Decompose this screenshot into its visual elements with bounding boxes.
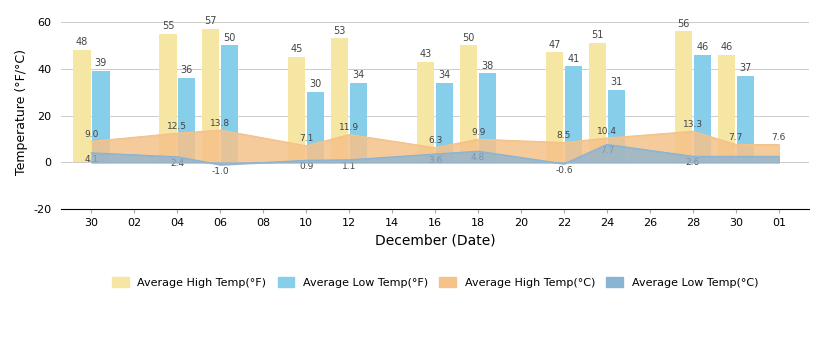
Text: 39: 39 [95, 58, 107, 68]
Bar [460, 45, 477, 163]
Bar [92, 71, 110, 163]
Bar [350, 83, 368, 163]
Text: 31: 31 [610, 77, 622, 87]
Bar [737, 76, 754, 163]
Text: 13.8: 13.8 [210, 119, 231, 128]
Text: 48: 48 [76, 37, 88, 47]
Text: 50: 50 [462, 33, 475, 43]
Text: 51: 51 [591, 30, 603, 40]
Text: 34: 34 [353, 70, 365, 80]
Text: 9.0: 9.0 [85, 130, 99, 139]
Text: 4.1: 4.1 [85, 155, 99, 164]
Bar [178, 78, 195, 163]
Legend: Average High Temp(°F), Average Low Temp(°F), Average High Temp(°C), Average Low : Average High Temp(°F), Average Low Temp(… [107, 273, 763, 292]
Text: 43: 43 [420, 49, 432, 59]
Bar [718, 55, 735, 163]
Bar [675, 31, 692, 163]
Bar [222, 45, 238, 163]
Text: 2.6: 2.6 [686, 158, 700, 167]
Bar [694, 55, 711, 163]
Text: 12.5: 12.5 [168, 122, 188, 131]
Text: 13.3: 13.3 [683, 120, 703, 129]
Text: 6.3: 6.3 [428, 136, 442, 145]
Text: 7.7: 7.7 [600, 146, 614, 155]
Text: 9.9: 9.9 [471, 128, 486, 137]
Text: 10.4: 10.4 [597, 127, 617, 136]
Text: 7.6: 7.6 [772, 133, 786, 142]
Bar [608, 90, 625, 163]
Text: 53: 53 [334, 26, 346, 35]
Text: 34: 34 [438, 70, 451, 80]
Bar [203, 29, 219, 163]
Y-axis label: Temperature (°F/°C): Temperature (°F/°C) [15, 49, 28, 175]
Text: 57: 57 [205, 16, 217, 26]
Bar [565, 67, 582, 163]
Bar [546, 52, 564, 163]
Text: 37: 37 [740, 63, 751, 73]
X-axis label: December (Date): December (Date) [375, 234, 496, 248]
Text: 2.4: 2.4 [170, 159, 184, 168]
Text: 56: 56 [677, 18, 690, 29]
Bar [479, 73, 496, 163]
Bar [331, 38, 349, 163]
Text: 46: 46 [696, 42, 709, 52]
Text: 11.9: 11.9 [339, 123, 359, 132]
Text: -0.6: -0.6 [555, 166, 573, 175]
Bar [159, 34, 177, 163]
Text: 4.8: 4.8 [471, 153, 486, 162]
Bar [589, 43, 606, 163]
Text: 3.6: 3.6 [428, 156, 442, 165]
Text: 0.9: 0.9 [299, 162, 314, 171]
Text: 47: 47 [549, 39, 561, 50]
Text: 36: 36 [181, 66, 193, 75]
Bar [417, 62, 434, 163]
Text: -1.0: -1.0 [212, 167, 229, 176]
Bar [288, 57, 305, 163]
Text: 50: 50 [223, 33, 236, 43]
Text: 46: 46 [720, 42, 733, 52]
Text: 45: 45 [290, 44, 303, 54]
Text: 38: 38 [481, 61, 494, 71]
Text: 8.5: 8.5 [557, 131, 571, 140]
Bar [73, 50, 90, 163]
Bar [307, 92, 325, 163]
Text: 7.1: 7.1 [299, 134, 314, 143]
Text: 7.7: 7.7 [729, 133, 743, 142]
Text: 55: 55 [162, 21, 174, 31]
Text: 30: 30 [310, 79, 322, 89]
Text: 41: 41 [568, 54, 579, 64]
Bar [436, 83, 453, 163]
Text: 1.1: 1.1 [342, 162, 356, 171]
